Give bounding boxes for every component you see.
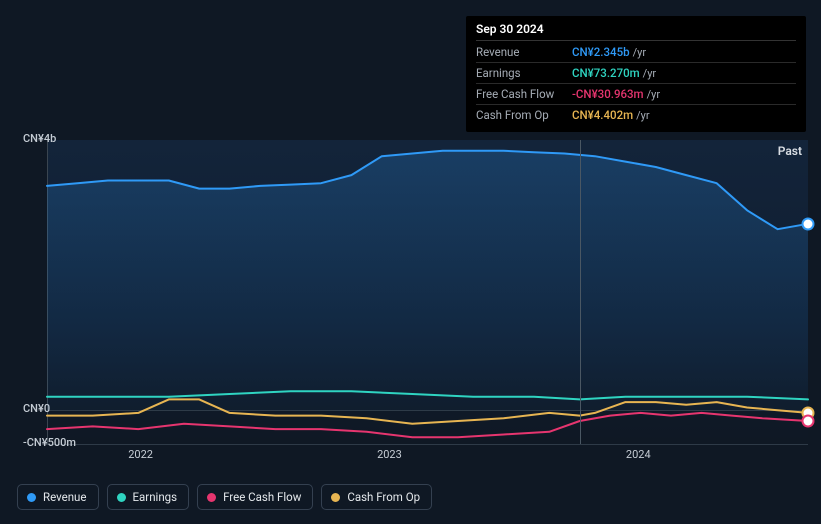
legend-item-earnings[interactable]: Earnings [107, 484, 190, 510]
series-endpoint [804, 219, 813, 228]
tooltip-value: CN¥4.402m [572, 108, 633, 122]
chart-area: CN¥4bCN¥0-CN¥500m Past [17, 140, 808, 444]
legend-swatch-icon [207, 493, 216, 502]
tooltip-unit: /yr [630, 46, 646, 59]
tooltip-unit: /yr [633, 109, 649, 122]
tooltip-key: Earnings [476, 63, 572, 84]
legend-label: Cash From Op [347, 490, 420, 504]
tooltip-value-cell: CN¥73.270m/yr [572, 63, 796, 84]
chart-legend: Revenue Earnings Free Cash Flow Cash From O… [17, 484, 432, 510]
tooltip-key: Free Cash Flow [476, 84, 572, 105]
legend-swatch-icon [331, 493, 340, 502]
legend-item-cfo[interactable]: Cash From Op [321, 484, 432, 510]
legend-swatch-icon [27, 493, 36, 502]
series-area-revenue [47, 151, 808, 410]
gridline [47, 444, 808, 445]
tooltip-row: Free Cash Flow-CN¥30.963m/yr [476, 84, 796, 105]
highlight-line [580, 140, 581, 444]
tooltip-table: RevenueCN¥2.345b/yrEarningsCN¥73.270m/yr… [476, 43, 796, 124]
legend-item-revenue[interactable]: Revenue [17, 484, 99, 510]
tooltip-value: CN¥2.345b [572, 45, 630, 59]
legend-item-fcf[interactable]: Free Cash Flow [197, 484, 313, 510]
chart-svg [47, 140, 808, 444]
legend-label: Earnings [133, 490, 178, 504]
tooltip-unit: /yr [644, 88, 660, 101]
tooltip-row: EarningsCN¥73.270m/yr [476, 63, 796, 84]
x-axis-label: 2023 [377, 448, 402, 461]
tooltip-date: Sep 30 2024 [476, 22, 796, 41]
past-label: Past [778, 144, 802, 158]
x-axis-label: 2024 [626, 448, 651, 461]
chart-tooltip: Sep 30 2024 RevenueCN¥2.345b/yrEarningsC… [466, 16, 806, 132]
tooltip-unit: /yr [640, 67, 656, 80]
legend-label: Free Cash Flow [223, 490, 301, 504]
series-line-fcf [47, 413, 808, 437]
series-endpoint [804, 417, 813, 426]
tooltip-row: RevenueCN¥2.345b/yr [476, 43, 796, 63]
legend-swatch-icon [117, 493, 126, 502]
tooltip-value: -CN¥30.963m [572, 87, 644, 101]
tooltip-value-cell: CN¥2.345b/yr [572, 43, 796, 63]
tooltip-value-cell: -CN¥30.963m/yr [572, 84, 796, 105]
tooltip-value-cell: CN¥4.402m/yr [572, 105, 796, 125]
tooltip-row: Cash From OpCN¥4.402m/yr [476, 105, 796, 125]
tooltip-key: Cash From Op [476, 105, 572, 125]
tooltip-key: Revenue [476, 43, 572, 63]
x-axis-label: 2022 [128, 448, 153, 461]
x-axis-ticks: 2022 2023 2024 [17, 448, 808, 464]
tooltip-value: CN¥73.270m [572, 66, 640, 80]
legend-label: Revenue [43, 490, 87, 504]
